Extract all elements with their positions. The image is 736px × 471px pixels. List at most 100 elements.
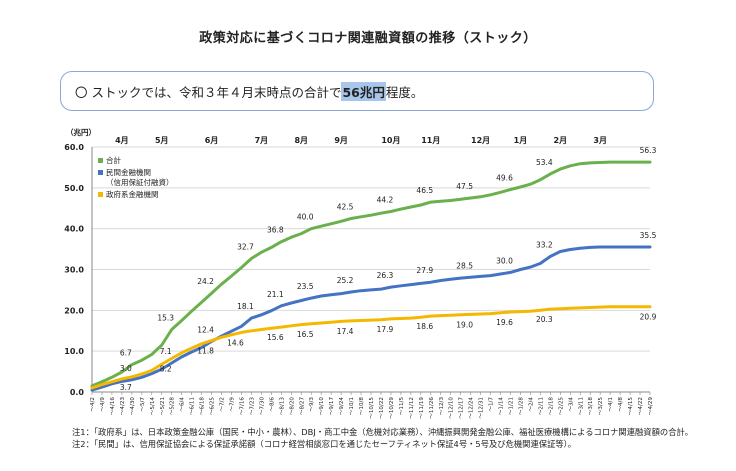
legend-label-2: 政府系金融機関 [106,189,159,199]
x-tick-label: ～9/17 [329,397,335,416]
data-label: 14.6 [227,338,244,347]
x-tick-label: ～1/14 [499,397,505,416]
footnotes: 注1：「政府系」は、日本政策金融公庫（国民・中小・農林）、DBJ・商工中金（危機… [72,426,693,450]
data-label: 21.1 [267,290,284,299]
x-tick-label: ～2/25 [558,397,564,416]
x-tick-label: ～10/22 [379,397,385,419]
x-tick-label: ～1/28 [518,397,524,416]
x-tick-label: ～4/9 [100,397,106,412]
data-label: 3.7 [120,383,132,392]
x-tick-label: ～7/16 [239,397,245,416]
data-label: 32.7 [237,242,254,251]
x-tick-label: ～6/18 [200,397,206,416]
x-tick-label: ～12/24 [469,397,475,419]
x-tick-label: ～4/1 [608,397,614,412]
month-label: 12月 [471,136,490,145]
legend-label-0: 合計 [106,155,121,165]
x-tick-label: ～5/28 [170,397,176,416]
y-axis-unit-label: （兆円） [66,127,96,137]
data-label: 18.6 [416,322,433,331]
legend-swatch-2 [98,192,103,197]
data-label: 35.5 [640,231,657,240]
x-tick-label: ～9/3 [309,397,315,412]
month-label: 6月 [205,136,219,145]
x-tick-label: ～2/18 [548,397,554,416]
data-label: 44.2 [377,196,394,205]
data-label: 17.4 [337,327,354,336]
data-label: 3.0 [120,364,132,373]
x-tick-label: ～4/30 [130,397,136,416]
x-tick-label: ～4/22 [638,397,644,415]
data-label: 15.6 [267,333,284,342]
month-label: 3月 [593,136,607,145]
data-label: 11.8 [197,347,214,356]
data-label: 12.4 [197,325,214,334]
data-label: 42.5 [337,202,354,211]
x-tick-label: ～1/7 [489,397,495,412]
x-tick-label: ～12/31 [479,397,485,419]
data-label: 27.9 [416,266,433,275]
x-tick-label: ～11/19 [419,397,425,419]
data-label: 20.9 [640,313,657,322]
x-tick-label: ～10/1 [349,397,355,416]
x-tick-label: ～4/2 [90,397,96,412]
x-tick-label: ～6/25 [210,397,216,416]
x-tick-label: ～3/25 [598,397,604,416]
data-label: 19.0 [456,320,473,329]
legend-swatch-1 [98,170,103,175]
data-label: 30.0 [496,256,513,265]
footnote-1: 注1：「政府系」は、日本政策金融公庫（国民・中小・農林）、DBJ・商工中金（危機… [72,427,694,437]
data-label: 15.3 [157,314,174,323]
month-label: 10月 [381,136,400,145]
y-tick-label: 50.0 [64,184,84,193]
callout-highlight: 56兆円 [341,81,386,101]
data-label: 19.6 [496,318,513,327]
data-label: 53.4 [536,158,553,167]
series-line-1 [90,245,652,392]
x-tick-label: ～6/4 [180,397,186,412]
x-tick-label: ～8/20 [289,397,295,416]
x-tick-label: ～1/21 [509,397,515,416]
callout-suffix: 程度。 [385,84,424,100]
x-tick-label: ～4/8 [618,397,624,412]
x-tick-label: ～8/6 [269,397,275,412]
x-tick-label: ～9/24 [339,397,345,416]
y-tick-label: 40.0 [64,225,84,234]
legend-label-1: （信用保証付融資） [106,177,174,187]
data-label: 36.8 [267,226,284,235]
x-tick-label: ～11/5 [399,397,405,416]
x-tick-label: ～2/11 [538,397,544,416]
month-label: 11月 [421,136,440,145]
x-tick-label: ～10/29 [389,397,395,419]
x-tick-label: ～9/10 [319,397,325,416]
x-tick-label: ～5/21 [160,397,166,416]
data-label: 20.3 [536,315,553,324]
x-tick-label: ～12/10 [449,397,455,419]
x-tick-label: ～3/4 [568,397,574,412]
data-label: 6.7 [120,349,132,358]
data-label: 24.2 [197,277,214,286]
x-tick-label: ～3/18 [588,397,594,416]
x-tick-label: ～10/15 [369,397,375,419]
footnote-2: 注2：「民間」は、信用保証協会による保証承諾額（コロナ経営相談窓口を通じたセーフ… [72,439,577,449]
x-tick-label: ～11/12 [409,397,415,419]
month-label: 8月 [294,136,308,145]
x-tick-label: ～2/4 [528,397,534,412]
data-label: 17.9 [377,325,394,334]
x-tick-label: ～3/11 [578,397,584,416]
data-label: 33.2 [536,240,553,249]
data-label: 56.3 [640,146,657,155]
data-label: 40.0 [297,213,314,222]
data-label: 25.2 [337,276,354,285]
y-tick-label: 60.0 [64,143,84,152]
x-tick-label: ～11/26 [429,397,435,419]
x-tick-label: ～8/13 [279,397,285,416]
data-label: 16.5 [297,330,314,339]
line-chart: （兆円） 0.0 10.0 20.0 30.0 40.0 50.0 60.0 ～4/2 ～4/9 ～… [64,127,657,419]
series-line-2 [90,305,652,390]
month-label: 7月 [255,136,269,145]
month-label: 2月 [554,136,568,145]
page-title: 政策対応に基づくコロナ関連融資額の推移（ストック） [199,31,537,46]
x-tick-label: ～4/16 [110,397,116,416]
x-tick-label: ～7/23 [249,397,255,416]
